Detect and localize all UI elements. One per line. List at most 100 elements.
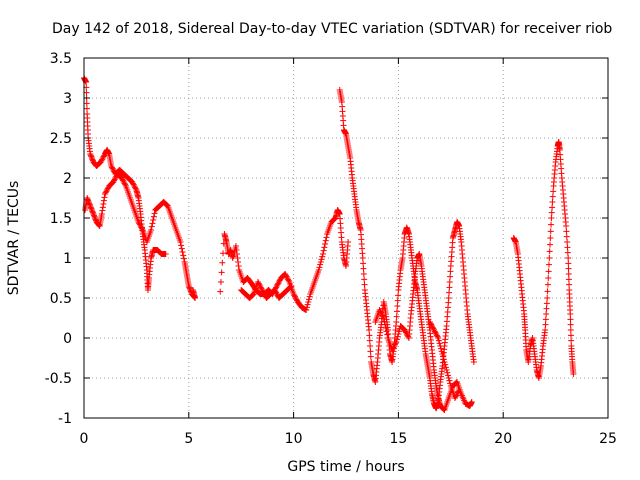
data-point-marker (136, 221, 143, 228)
data-point-marker (570, 371, 577, 377)
data-point-marker (432, 329, 439, 336)
data-point-marker (322, 237, 329, 244)
y-tick-label: 2.5 (50, 131, 72, 147)
data-point-marker (235, 263, 242, 269)
data-point-marker (109, 165, 116, 172)
data-point-marker (287, 283, 294, 290)
data-point-marker (435, 337, 442, 344)
data-point-marker (110, 179, 117, 185)
data-point-marker (563, 223, 570, 229)
data-point-marker (547, 235, 554, 241)
data-point-marker (547, 241, 554, 248)
data-point-marker (394, 308, 401, 315)
data-point-marker (186, 285, 193, 292)
data-point-marker (442, 364, 449, 371)
data-point-marker (111, 177, 118, 184)
data-points (81, 75, 577, 413)
data-point-marker (306, 293, 313, 300)
data-point-marker (99, 207, 106, 214)
data-point-marker (305, 299, 312, 305)
data-point-marker (446, 279, 453, 285)
data-point-marker (250, 291, 257, 298)
data-point-marker (395, 331, 402, 337)
chart-title: Day 142 of 2018, Sidereal Day-to-day VTE… (52, 21, 612, 37)
grid-lines (84, 58, 608, 418)
data-point-marker (303, 307, 310, 313)
data-point-marker (396, 328, 403, 335)
data-point-marker (180, 252, 187, 259)
data-point-marker (361, 276, 368, 283)
data-point-marker (137, 223, 144, 229)
data-point-marker (394, 297, 401, 304)
x-tick-label: 5 (184, 431, 193, 447)
data-point-marker (92, 215, 99, 221)
data-point-marker (88, 155, 95, 161)
y-tick-label: 3 (63, 91, 72, 107)
x-tick-label: 0 (80, 431, 89, 447)
data-point-marker (431, 328, 438, 335)
data-point-marker (429, 324, 436, 331)
data-point-marker (381, 318, 388, 325)
data-point-marker (453, 392, 460, 399)
data-point-marker (391, 341, 398, 348)
data-point-marker (367, 343, 374, 349)
data-point-marker (91, 213, 98, 220)
data-point-marker (438, 345, 445, 352)
data-point-marker (131, 183, 138, 189)
data-point-marker (547, 228, 554, 235)
data-point-marker (564, 239, 571, 245)
data-point-marker (438, 348, 445, 355)
data-point-marker (544, 295, 551, 301)
data-point-marker (565, 271, 572, 277)
data-point-marker (446, 289, 453, 296)
data-point-marker (395, 292, 402, 299)
data-point-marker (89, 156, 96, 163)
data-point-marker (89, 208, 96, 215)
data-point-marker (259, 287, 266, 293)
series-track-g (426, 319, 463, 401)
data-point-marker (446, 284, 453, 291)
data-point-marker (430, 325, 437, 332)
y-axis-label: SDTVAR / TECUs (6, 181, 22, 296)
y-tick-label: 1 (63, 251, 72, 267)
data-point-marker (433, 332, 440, 339)
data-point-marker (261, 291, 268, 297)
data-point-marker (162, 251, 169, 257)
data-point-marker (567, 327, 574, 333)
data-point-marker (180, 255, 187, 262)
y-tick-label: 0.5 (50, 291, 72, 307)
data-point-marker (319, 251, 326, 257)
data-point-marker (470, 359, 477, 365)
data-point-marker (447, 380, 454, 387)
data-point-marker (112, 175, 119, 181)
data-point-marker (444, 369, 451, 376)
data-point-marker (287, 284, 294, 291)
data-point-marker (304, 301, 311, 308)
data-point-marker (290, 291, 297, 297)
data-point-marker (97, 159, 104, 165)
data-point-marker (99, 156, 106, 163)
x-tick-label: 25 (599, 431, 617, 447)
series-track-d (238, 279, 295, 301)
data-point-marker (345, 239, 352, 245)
data-point-marker (445, 295, 452, 301)
data-point-marker (291, 292, 298, 299)
data-point-marker (87, 151, 94, 157)
data-point-marker (293, 296, 300, 303)
data-point-marker (104, 187, 111, 193)
data-point-marker (445, 372, 452, 379)
data-point-marker (380, 315, 387, 321)
data-point-marker (542, 327, 549, 333)
data-point-marker (89, 209, 96, 216)
data-point-marker (394, 333, 401, 340)
data-point-marker (382, 321, 389, 328)
plot-frame (83, 57, 609, 419)
data-point-marker (321, 244, 328, 251)
data-point-marker (545, 261, 552, 268)
y-tick-label: 3.5 (50, 51, 72, 67)
data-point-marker (276, 277, 283, 284)
data-point-marker (319, 253, 326, 260)
data-point-marker (360, 260, 367, 267)
data-point-marker (275, 280, 282, 287)
data-point-marker (376, 307, 383, 313)
